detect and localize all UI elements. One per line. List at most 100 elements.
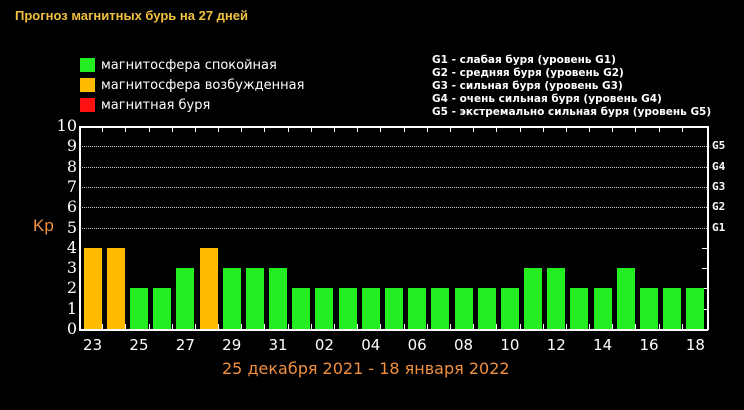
legend-label: магнитосфера возбужденная bbox=[101, 77, 305, 93]
x-tick bbox=[218, 324, 220, 329]
bar bbox=[106, 247, 125, 329]
x-tick bbox=[565, 324, 567, 329]
x-tick-label: 10 bbox=[500, 336, 520, 354]
x-tick bbox=[264, 324, 266, 329]
grid-line bbox=[80, 227, 707, 229]
x-tick bbox=[380, 324, 382, 329]
bar bbox=[408, 288, 427, 329]
storm-level-legend: G1 - слабая буря (уровень G1) G2 - средн… bbox=[432, 54, 711, 119]
bar bbox=[593, 288, 612, 329]
bar bbox=[129, 288, 148, 329]
bar bbox=[686, 288, 705, 329]
y-tick-label: 4 bbox=[66, 237, 77, 257]
x-tick-label: 25 bbox=[129, 336, 149, 354]
x-tick-top bbox=[589, 127, 591, 132]
x-tick bbox=[542, 324, 544, 329]
bar bbox=[616, 268, 635, 329]
x-tick-label: 18 bbox=[685, 336, 705, 354]
x-tick-top bbox=[218, 127, 220, 132]
y-tick-label: 3 bbox=[66, 258, 77, 278]
x-tick bbox=[148, 324, 150, 329]
g-level-label: G4 bbox=[712, 159, 726, 173]
y-axis-title: Kp bbox=[33, 216, 54, 235]
y-tick-label: 0 bbox=[66, 319, 77, 338]
swatch-excited bbox=[80, 78, 95, 92]
x-tick-top bbox=[194, 127, 196, 132]
bar bbox=[500, 288, 519, 329]
x-tick-label: 23 bbox=[83, 336, 103, 354]
bar bbox=[431, 288, 450, 329]
bar bbox=[570, 288, 589, 329]
x-tick-label: 08 bbox=[454, 336, 474, 354]
bar bbox=[315, 288, 334, 329]
x-tick-top bbox=[380, 127, 382, 132]
x-tick-label: 04 bbox=[361, 336, 381, 354]
x-tick-top bbox=[357, 127, 359, 132]
y-tick-label: 9 bbox=[66, 136, 77, 156]
x-tick-label: 14 bbox=[593, 336, 613, 354]
swatch-quiet bbox=[80, 58, 95, 72]
g-level-label: G2 bbox=[712, 200, 726, 214]
g-legend-line: G1 - слабая буря (уровень G1) bbox=[432, 54, 616, 66]
swatch-storm bbox=[80, 98, 95, 112]
x-tick-label: 31 bbox=[268, 336, 288, 354]
bar bbox=[176, 268, 195, 329]
x-tick bbox=[125, 324, 127, 329]
bar bbox=[245, 268, 264, 329]
legend-label: магнитная буря bbox=[101, 97, 211, 113]
x-tick-top bbox=[426, 127, 428, 132]
bar bbox=[454, 288, 473, 329]
x-tick-top bbox=[403, 127, 405, 132]
x-tick-label: 06 bbox=[407, 336, 427, 354]
x-tick bbox=[102, 324, 104, 329]
status-legend: магнитосфера спокойная магнитосфера возб… bbox=[80, 55, 304, 115]
bar bbox=[269, 268, 288, 329]
bar bbox=[153, 288, 172, 329]
legend-item-quiet: магнитосфера спокойная bbox=[80, 55, 304, 75]
grid-line bbox=[80, 207, 707, 209]
x-tick bbox=[241, 324, 243, 329]
y-tick-label: 6 bbox=[66, 197, 77, 217]
right-tick bbox=[702, 247, 707, 249]
x-tick-top bbox=[449, 127, 451, 132]
x-tick bbox=[589, 324, 591, 329]
date-range: 25 декабря 2021 - 18 января 2022 bbox=[222, 359, 510, 378]
right-tick bbox=[702, 268, 707, 270]
g-legend-line: G3 - сильная буря (уровень G3) bbox=[432, 80, 623, 92]
x-tick bbox=[635, 324, 637, 329]
x-tick-top bbox=[310, 127, 312, 132]
plot-top-border bbox=[79, 126, 708, 128]
y-tick-label: 8 bbox=[66, 156, 77, 176]
x-tick bbox=[310, 324, 312, 329]
x-tick-top bbox=[148, 127, 150, 132]
g-level-label: G1 bbox=[712, 220, 726, 234]
g-level-label: G5 bbox=[712, 139, 726, 153]
bar bbox=[361, 288, 380, 329]
g-level-label: G3 bbox=[712, 179, 726, 193]
bar bbox=[338, 288, 357, 329]
x-tick bbox=[496, 324, 498, 329]
y-tick-label: 5 bbox=[66, 217, 77, 237]
x-tick-top bbox=[473, 127, 475, 132]
x-tick-top bbox=[565, 127, 567, 132]
y-tick-label: 1 bbox=[66, 298, 77, 318]
y-axis bbox=[79, 126, 81, 330]
grid-line bbox=[80, 146, 707, 148]
x-tick bbox=[473, 324, 475, 329]
x-tick bbox=[334, 324, 336, 329]
x-tick-top bbox=[241, 127, 243, 132]
x-tick-label: 02 bbox=[314, 336, 334, 354]
x-tick-top bbox=[287, 127, 289, 132]
bar bbox=[292, 288, 311, 329]
x-tick bbox=[171, 324, 173, 329]
bar bbox=[385, 288, 403, 329]
x-tick-top bbox=[125, 127, 127, 132]
x-tick bbox=[681, 324, 683, 329]
x-tick bbox=[426, 324, 428, 329]
x-tick bbox=[449, 324, 451, 329]
x-tick-label: 29 bbox=[222, 336, 242, 354]
x-tick-top bbox=[334, 127, 336, 132]
x-tick-top bbox=[658, 127, 660, 132]
y-tick-label: 7 bbox=[66, 176, 77, 196]
bar bbox=[640, 288, 659, 329]
